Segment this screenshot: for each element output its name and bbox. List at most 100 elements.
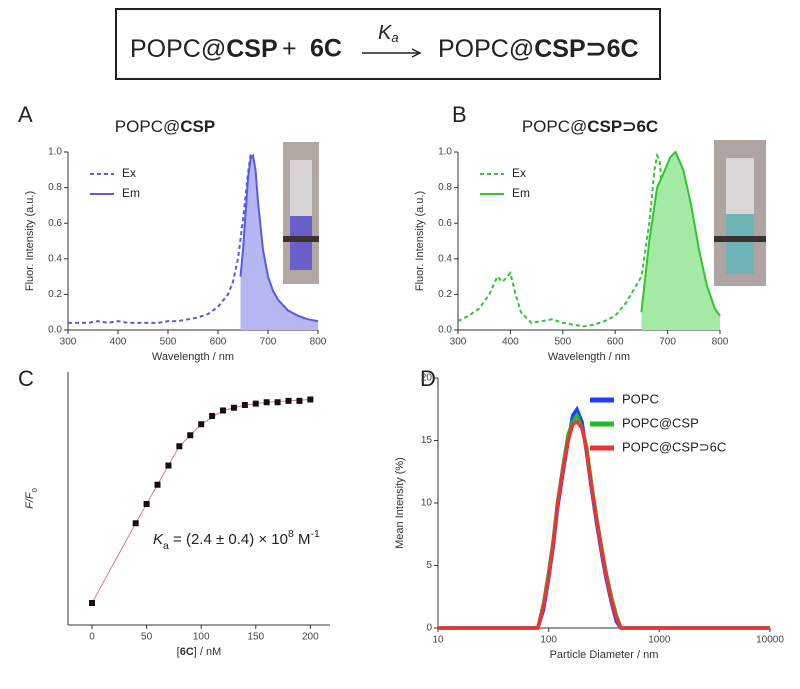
legend-label: Ex bbox=[122, 166, 136, 180]
chart-title-part: POPC@ bbox=[522, 117, 587, 136]
legend-label: POPC@CSP bbox=[622, 415, 699, 430]
y-tick-label: 0.0 bbox=[438, 325, 452, 336]
x-tick-label: 700 bbox=[260, 337, 277, 348]
y-tick-label: 1.0 bbox=[48, 147, 62, 158]
scheme-product: POPC@CSP⊃6C bbox=[438, 35, 639, 63]
x-tick-label: 0 bbox=[89, 632, 95, 643]
data-point bbox=[165, 462, 172, 469]
data-point bbox=[154, 481, 161, 488]
y-tick-label: 20 bbox=[421, 373, 433, 384]
legend-label: POPC@CSP⊃6C bbox=[622, 439, 726, 454]
y-tick-label: 10 bbox=[421, 498, 433, 509]
data-point bbox=[252, 400, 259, 407]
vial-photo-b bbox=[714, 140, 766, 286]
scheme-constant: Ka bbox=[378, 22, 399, 45]
y-axis-label: F/F0 bbox=[24, 488, 39, 509]
data-point bbox=[307, 396, 314, 403]
area-fill bbox=[240, 155, 318, 330]
data-point bbox=[143, 501, 150, 507]
data-point bbox=[220, 407, 227, 414]
x-tick-label: 500 bbox=[554, 337, 571, 348]
data-point bbox=[198, 421, 205, 428]
data-point bbox=[176, 443, 183, 450]
y-tick-label: 0.2 bbox=[438, 289, 452, 300]
legend-label: Em bbox=[512, 186, 530, 200]
scheme-reactant: POPC@CSP bbox=[130, 35, 278, 63]
y-tick-label: 0.8 bbox=[48, 182, 62, 193]
data-point bbox=[241, 402, 248, 408]
x-tick-label: 600 bbox=[210, 337, 227, 348]
series-line bbox=[68, 153, 264, 324]
x-tick-label: 800 bbox=[310, 337, 327, 348]
data-point bbox=[89, 600, 96, 606]
y-tick-label: 0.6 bbox=[48, 218, 62, 229]
series-line bbox=[640, 150, 721, 317]
y-tick-label: 0 bbox=[426, 623, 432, 634]
scheme-text: POPC@ bbox=[438, 35, 534, 63]
y-tick-label: 15 bbox=[421, 435, 433, 446]
panel-letter: B bbox=[452, 102, 467, 127]
chart-title-part: CSP⊃6C bbox=[587, 117, 658, 136]
series-line bbox=[239, 153, 319, 323]
annotation-part: 8 bbox=[288, 528, 294, 540]
y-tick-label: 1.0 bbox=[438, 147, 452, 158]
x-axis-label: Wavelength / nm bbox=[548, 351, 630, 363]
chart-title-part: CSP bbox=[180, 117, 215, 136]
scheme-text: a bbox=[391, 30, 398, 45]
y-tick-label: 0.6 bbox=[438, 218, 452, 229]
y-axis-label: Mean Intensity (%) bbox=[394, 457, 406, 549]
scheme-arrowhead bbox=[411, 48, 422, 58]
data-point bbox=[274, 399, 281, 406]
scheme-box bbox=[115, 8, 661, 80]
annotation-part: K bbox=[153, 531, 164, 548]
vial-photo-a bbox=[283, 142, 319, 284]
x-tick-label: 100 bbox=[193, 632, 210, 643]
x-tick-label: 700 bbox=[659, 337, 676, 348]
scheme-text: CSP⊃6C bbox=[534, 35, 638, 63]
scheme-text: POPC@ bbox=[130, 35, 226, 63]
scheme-text: K bbox=[378, 22, 393, 44]
x-tick-label: 1000 bbox=[648, 635, 671, 646]
legend-label: Ex bbox=[512, 166, 526, 180]
x-tick-label: 100 bbox=[540, 635, 557, 646]
chart-title-part: POPC@ bbox=[115, 117, 180, 136]
x-axis-label-part: [ bbox=[177, 646, 180, 658]
annotation: Ka = (2.4 ± 0.4) × 108 M-1 bbox=[153, 528, 320, 552]
scheme-plus: + bbox=[282, 35, 297, 63]
panel-letter: C bbox=[18, 366, 34, 391]
x-tick-label: 300 bbox=[450, 337, 467, 348]
annotation-part: -1 bbox=[311, 528, 320, 540]
x-axis-label: Particle Diameter / nm bbox=[550, 649, 659, 661]
data-point bbox=[209, 413, 216, 419]
data-point bbox=[263, 399, 270, 406]
legend-label: Em bbox=[122, 186, 140, 200]
y-axis-label: Fluor. Intensity (a.u.) bbox=[24, 191, 36, 291]
annotation-part: = (2.4 ± 0.4) × 10 bbox=[169, 531, 288, 548]
data-point bbox=[296, 397, 303, 404]
annotation-part: a bbox=[163, 540, 169, 552]
annotation-part: M bbox=[294, 531, 311, 548]
y-tick-label: 0.8 bbox=[438, 182, 452, 193]
y-axis-label-part: 0 bbox=[30, 488, 39, 492]
panel-letter: A bbox=[18, 102, 33, 127]
legend-label: POPC bbox=[622, 391, 659, 406]
series-line bbox=[438, 419, 770, 630]
x-tick-label: 50 bbox=[141, 632, 153, 643]
x-tick-label: 800 bbox=[712, 337, 729, 348]
x-tick-label: 300 bbox=[60, 337, 77, 348]
chart-title: POPC@CSP⊃6C bbox=[522, 117, 658, 136]
y-axis-label-part: F/F bbox=[24, 491, 36, 509]
data-point bbox=[187, 432, 194, 439]
x-tick-label: 200 bbox=[302, 632, 319, 643]
x-tick-label: 500 bbox=[160, 337, 177, 348]
fit-line bbox=[91, 399, 311, 604]
y-axis-label: Fluor. Intensity (a.u.) bbox=[414, 191, 426, 291]
chart-title: POPC@CSP bbox=[115, 117, 215, 136]
x-tick-label: 10000 bbox=[756, 635, 784, 646]
x-axis-label: Wavelength / nm bbox=[152, 351, 234, 363]
x-tick-label: 600 bbox=[607, 337, 624, 348]
x-tick-label: 400 bbox=[110, 337, 127, 348]
data-point bbox=[285, 397, 292, 404]
